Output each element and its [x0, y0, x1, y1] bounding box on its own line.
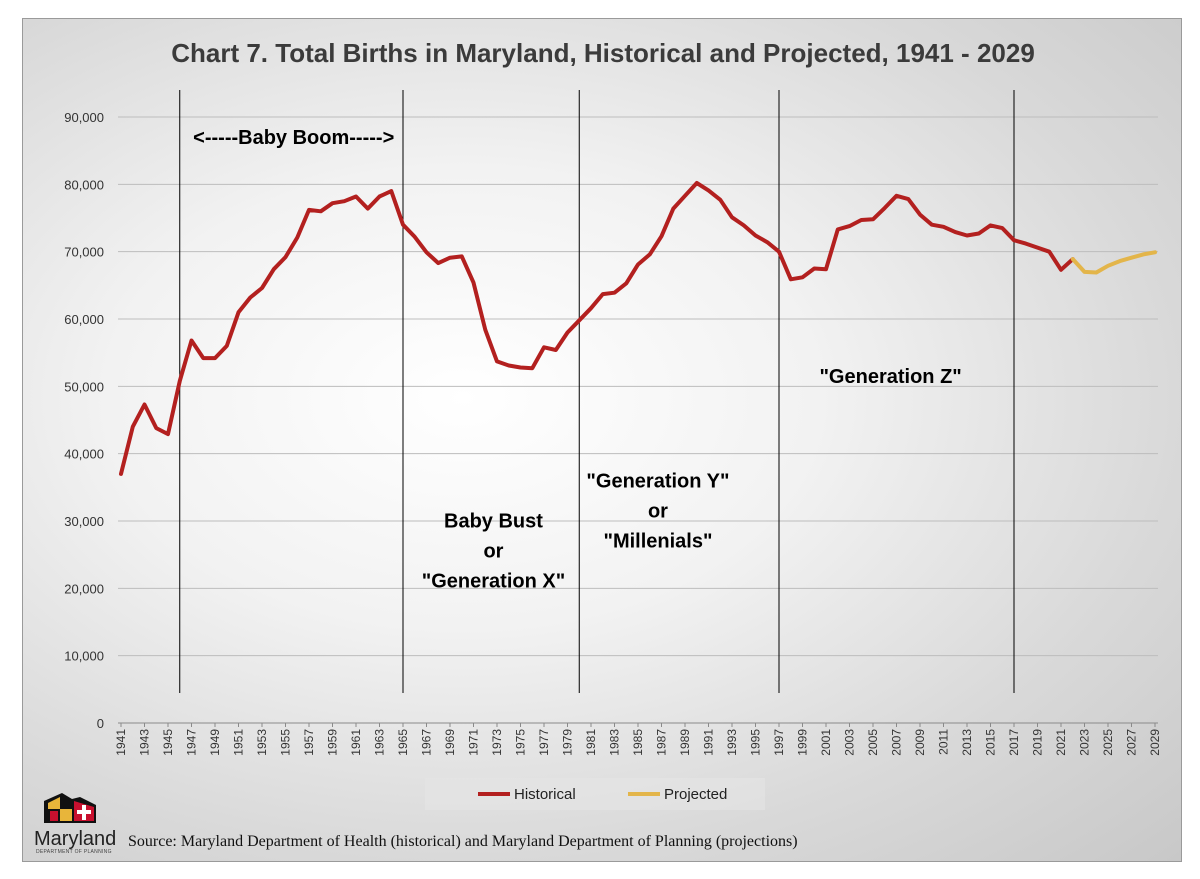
- series-line-projected: [1070, 250, 1157, 275]
- x-tick-label: 1987: [655, 729, 669, 756]
- generation-dividers: [179, 90, 1015, 693]
- logo-subtext: DEPARTMENT OF PLANNING: [36, 849, 112, 855]
- annotation-line: or: [648, 500, 668, 522]
- x-tick-label: 2001: [819, 729, 833, 756]
- x-tick-label: 1989: [678, 729, 692, 756]
- gridlines: [118, 116, 1158, 724]
- x-tick-label: 2021: [1054, 729, 1068, 756]
- x-axis-ticks: 1941 1943 1945 1947 1949 1951 1953 1955 1957 1959…: [114, 723, 1162, 756]
- x-tick-label: 1993: [725, 729, 739, 756]
- y-tick-label: 10,000: [64, 649, 104, 664]
- x-tick-label: 1995: [749, 729, 763, 756]
- x-tick-label: 1947: [185, 729, 199, 756]
- x-tick-label: 1991: [702, 729, 716, 756]
- chart-frame: [22, 18, 1182, 862]
- x-tick-label: 1955: [279, 729, 293, 756]
- x-tick-label: 1945: [161, 729, 175, 756]
- x-tick-label: 2007: [890, 729, 904, 756]
- x-tick-label: 2025: [1101, 729, 1115, 756]
- x-tick-label: 1963: [373, 729, 387, 756]
- x-tick-label: 1985: [631, 729, 645, 756]
- x-tick-label: 1969: [443, 729, 457, 756]
- x-tick-label: 2023: [1078, 729, 1092, 756]
- legend-label-projected: Projected: [664, 786, 727, 803]
- y-axis-ticks: 0 10,000 20,000 30,000 40,000 50,000 60,000 70,…: [64, 110, 104, 731]
- x-tick-label: 1941: [114, 729, 128, 756]
- data-series: [119, 181, 1157, 476]
- x-tick-label: 2027: [1125, 729, 1139, 756]
- y-tick-label: 40,000: [64, 447, 104, 462]
- maryland-logo: Maryland DEPARTMENT OF PLANNING: [34, 793, 116, 855]
- x-tick-label: 1977: [537, 729, 551, 756]
- x-tick-label: 1975: [514, 729, 528, 756]
- annotation-generation-y: "Generation Y" or "Millenials": [586, 470, 729, 552]
- y-tick-label: 80,000: [64, 177, 104, 192]
- source-note: Source: Maryland Department of Health (h…: [128, 833, 798, 850]
- annotation-line: <-----Baby Boom----->: [193, 127, 394, 149]
- x-tick-label: 2019: [1031, 729, 1045, 756]
- series-line-historical: [119, 181, 1075, 476]
- x-tick-label: 1981: [584, 729, 598, 756]
- annotation-baby-boom: <-----Baby Boom----->: [193, 127, 394, 149]
- y-tick-label: 20,000: [64, 581, 104, 596]
- annotation-line: "Generation X": [422, 571, 565, 593]
- x-tick-label: 1943: [138, 729, 152, 756]
- x-tick-label: 1965: [396, 729, 410, 756]
- x-tick-label: 1957: [302, 729, 316, 756]
- y-tick-label: 50,000: [64, 379, 104, 394]
- annotation-line: Baby Bust: [444, 511, 543, 533]
- maryland-flag-icon: [44, 793, 96, 823]
- x-tick-label: 1999: [796, 729, 810, 756]
- x-tick-label: 2013: [960, 729, 974, 756]
- x-tick-label: 2017: [1007, 729, 1021, 756]
- x-tick-label: 1971: [467, 729, 481, 756]
- x-tick-label: 2009: [913, 729, 927, 756]
- annotation-line: "Generation Z": [819, 366, 961, 388]
- y-tick-label: 70,000: [64, 245, 104, 260]
- x-tick-label: 2015: [984, 729, 998, 756]
- x-tick-label: 2011: [937, 729, 951, 755]
- x-tick-label: 1959: [326, 729, 340, 756]
- y-tick-label: 0: [97, 716, 104, 731]
- annotation-line: "Generation Y": [586, 470, 729, 492]
- y-tick-label: 60,000: [64, 312, 104, 327]
- x-tick-label: 1983: [608, 729, 622, 756]
- y-tick-label: 90,000: [64, 110, 104, 125]
- x-tick-label: 1961: [349, 729, 363, 756]
- annotations: <-----Baby Boom----->Baby Bust or "Generat…: [193, 127, 962, 593]
- x-tick-label: 1949: [208, 729, 222, 756]
- annotation-generation-z: "Generation Z": [819, 366, 961, 388]
- x-tick-label: 1997: [772, 729, 786, 756]
- x-tick-label: 2003: [843, 729, 857, 756]
- annotation-line: "Millenials": [603, 530, 712, 552]
- x-tick-label: 1967: [420, 729, 434, 756]
- x-tick-label: 1951: [232, 729, 246, 756]
- x-tick-label: 1979: [561, 729, 575, 756]
- logo-text: Maryland: [34, 828, 116, 850]
- chart-title: Chart 7. Total Births in Maryland, Histo…: [171, 38, 1035, 68]
- annotation-baby-bust: Baby Bust or "Generation X": [422, 511, 565, 593]
- legend: Historical Projected: [425, 778, 765, 810]
- annotation-line: or: [483, 541, 503, 563]
- legend-label-historical: Historical: [514, 786, 576, 803]
- x-tick-label: 2029: [1148, 729, 1162, 756]
- x-tick-label: 1973: [490, 729, 504, 756]
- x-tick-label: 2005: [866, 729, 880, 756]
- x-tick-label: 1953: [255, 729, 269, 756]
- y-tick-label: 30,000: [64, 514, 104, 529]
